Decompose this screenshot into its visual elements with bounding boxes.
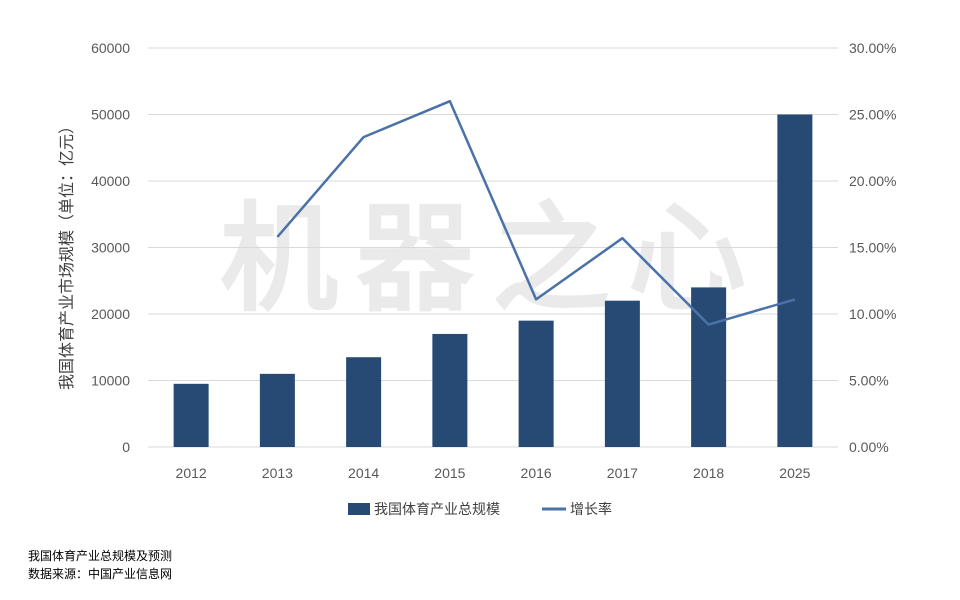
legend: 我国体育产业总规模 增长率 bbox=[348, 501, 612, 518]
y-axis-left-ticks: 0 10000 20000 30000 40000 50000 60000 bbox=[91, 40, 130, 455]
bar bbox=[173, 383, 209, 447]
data-source: 数据来源：中国产业信息网 bbox=[28, 567, 173, 581]
bar bbox=[777, 114, 813, 447]
x-tick-label: 2013 bbox=[262, 465, 293, 481]
legend-bar-label: 我国体育产业总规模 bbox=[374, 502, 500, 518]
y2-tick-label: 30.00% bbox=[849, 40, 896, 56]
y2-tick-label: 10.00% bbox=[849, 306, 896, 322]
growth-rate-line bbox=[276, 99, 796, 326]
y-tick-label: 40000 bbox=[91, 173, 130, 189]
y-axis-title: 我国体育产业市场规模（单位：亿元） bbox=[57, 118, 76, 390]
y-tick-label: 10000 bbox=[91, 373, 130, 389]
bar bbox=[518, 320, 554, 447]
bar bbox=[432, 333, 468, 447]
x-tick-label: 2025 bbox=[779, 465, 810, 481]
x-tick-label: 2014 bbox=[348, 465, 379, 481]
x-tick-label: 2015 bbox=[434, 465, 465, 481]
y2-tick-label: 25.00% bbox=[849, 107, 896, 123]
figure-caption: 我国体育产业总规模及预测 bbox=[28, 549, 173, 563]
watermark: 机器之心 bbox=[220, 190, 764, 328]
y-tick-label: 0 bbox=[122, 439, 130, 455]
x-tick-label: 2012 bbox=[176, 465, 207, 481]
x-tick-label: 2018 bbox=[693, 465, 724, 481]
x-tick-label: 2017 bbox=[607, 465, 638, 481]
y-tick-label: 20000 bbox=[91, 306, 130, 322]
bar bbox=[259, 373, 295, 447]
bar bbox=[346, 357, 382, 447]
x-axis-ticks: 2012 2013 2014 2015 2016 2017 2018 2025 bbox=[176, 465, 811, 481]
y-tick-label: 50000 bbox=[91, 107, 130, 123]
x-tick-label: 2016 bbox=[521, 465, 552, 481]
y2-tick-label: 20.00% bbox=[849, 173, 896, 189]
y2-tick-label: 5.00% bbox=[849, 373, 889, 389]
y2-tick-label: 15.00% bbox=[849, 240, 896, 256]
y-tick-label: 60000 bbox=[91, 40, 130, 56]
growth-line bbox=[276, 99, 796, 326]
y-axis-right-ticks: 0.00% 5.00% 10.00% 15.00% 20.00% 25.00% 30.00% bbox=[849, 40, 896, 455]
legend-line-label: 增长率 bbox=[570, 501, 612, 518]
legend-bar-swatch bbox=[348, 503, 370, 515]
y2-tick-label: 0.00% bbox=[849, 439, 889, 455]
bar bbox=[604, 300, 640, 447]
y-tick-label: 30000 bbox=[91, 240, 130, 256]
bars bbox=[173, 114, 813, 447]
